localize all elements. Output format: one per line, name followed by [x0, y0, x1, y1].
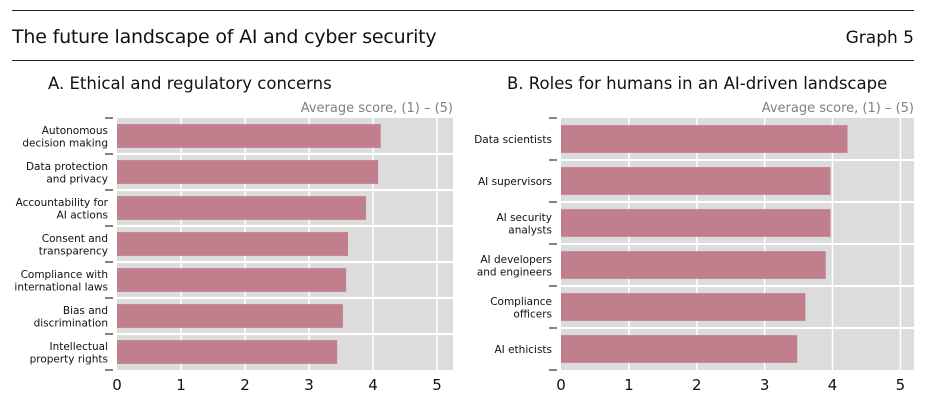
category-label: transparency [39, 245, 108, 257]
panel-a-title: A. Ethical and regulatory concerns [48, 74, 332, 93]
bar [561, 335, 798, 363]
x-tick-label: 1 [624, 376, 634, 394]
bar [561, 125, 848, 153]
panel-b-unit-label: Average score, (1) – (5) [761, 101, 914, 116]
bar [117, 196, 366, 220]
x-tick-label: 5 [896, 376, 906, 394]
bar [117, 304, 343, 328]
category-label: AI security [496, 212, 552, 224]
x-tick-label: 4 [828, 376, 838, 394]
page-title: The future landscape of AI and cyber sec… [12, 26, 437, 48]
bar [561, 251, 826, 279]
bar [561, 293, 806, 321]
x-tick-label: 3 [304, 376, 314, 394]
x-tick-label: 3 [760, 376, 770, 394]
bar [561, 209, 831, 237]
x-tick-label: 5 [432, 376, 442, 394]
category-label: decision making [22, 137, 108, 149]
category-label: and engineers [477, 266, 552, 278]
bar [117, 232, 349, 256]
x-tick-label: 2 [240, 376, 250, 394]
x-tick-label: 2 [692, 376, 702, 394]
category-label: AI developers [480, 254, 552, 266]
category-label: Compliance [490, 296, 552, 308]
category-label: Autonomous [42, 125, 108, 137]
bar [117, 160, 379, 184]
x-tick-label: 1 [176, 376, 186, 394]
x-tick-label: 4 [368, 376, 378, 394]
bar [117, 268, 347, 292]
category-label: AI supervisors [478, 176, 552, 188]
category-label: and privacy [46, 173, 108, 185]
category-label: AI ethicists [494, 344, 552, 356]
top-rule [12, 10, 914, 11]
header-rule [12, 60, 914, 61]
category-label: property rights [30, 353, 108, 365]
bar [117, 340, 338, 364]
category-label: AI actions [57, 209, 108, 221]
category-label: Consent and [42, 233, 108, 245]
category-label: discrimination [34, 317, 108, 329]
bar [561, 167, 831, 195]
category-label: analysts [508, 224, 552, 236]
category-label: Intellectual [49, 341, 108, 353]
category-label: international laws [14, 281, 108, 293]
x-tick-label: 0 [112, 376, 122, 394]
category-label: Compliance with [21, 269, 108, 281]
category-label: Accountability for [16, 197, 109, 209]
category-label: Data protection [26, 161, 108, 173]
x-tick-label: 0 [556, 376, 566, 394]
category-label: Data scientists [474, 134, 552, 146]
bar [117, 124, 381, 148]
category-label: officers [513, 308, 552, 320]
category-label: Bias and [63, 305, 108, 317]
panel-a-unit-label: Average score, (1) – (5) [300, 101, 453, 116]
graph-number: Graph 5 [845, 28, 914, 48]
panel-b-title: B. Roles for humans in an AI-driven land… [507, 74, 888, 93]
